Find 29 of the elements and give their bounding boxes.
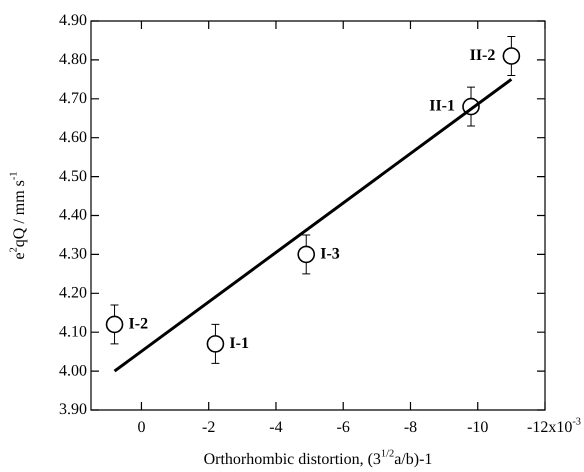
y-axis-title: e2qQ / mm s-1 <box>8 171 28 260</box>
y-tick-label: 4.00 <box>59 362 87 380</box>
x-tick-label: -4 <box>269 419 283 436</box>
annotation: I-1 <box>229 335 249 352</box>
point <box>297 246 316 264</box>
x-tick-label: -2 <box>202 419 216 436</box>
y-tick-label: 4.90 <box>59 12 87 30</box>
point <box>106 316 124 334</box>
annotation: I-2 <box>128 316 148 333</box>
y-tick-label: 4.10 <box>59 323 87 340</box>
y-tick-label: 4.60 <box>59 128 87 146</box>
point <box>502 47 520 65</box>
y-tick-label: 4.30 <box>59 246 87 263</box>
y-tick-label: 4.40 <box>59 206 87 224</box>
y-tick-label: 4.70 <box>59 90 87 108</box>
x-tick-label: -10 <box>467 419 488 436</box>
y-tick-label: 4.20 <box>59 284 87 302</box>
y-tick-label: 3.90 <box>59 401 87 418</box>
annotation: II-2 <box>470 47 496 64</box>
point <box>462 98 480 116</box>
y-tick-label: 4.80 <box>59 51 87 68</box>
x-tick-label: -12 <box>527 419 548 436</box>
annotation: I-3 <box>320 246 340 263</box>
annotation: II-1 <box>429 98 456 115</box>
x-tick-label: 0 <box>137 419 146 436</box>
x-tick-label: -6 <box>336 419 350 436</box>
x-tick-label: -8 <box>404 419 418 436</box>
y-tick-label: 4.50 <box>59 168 87 185</box>
point <box>206 335 224 353</box>
